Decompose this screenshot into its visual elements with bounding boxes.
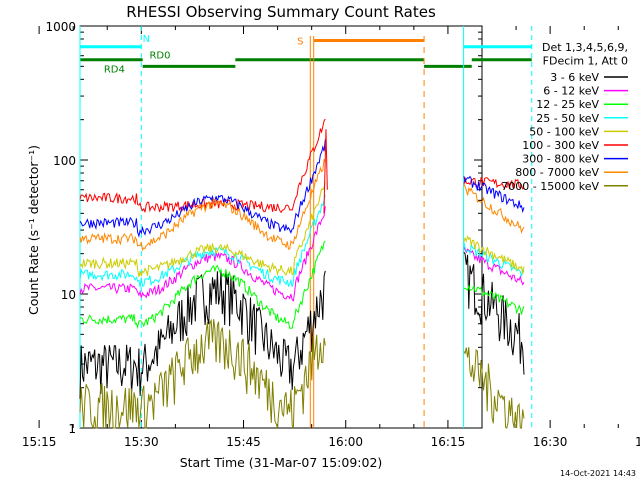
series-line [79,251,525,399]
y-tick-label: 10 [61,288,76,302]
x-tick-label: 16:00 [328,435,363,449]
series-line [79,139,525,238]
y-tick-label: 1000 [45,20,76,34]
series-line [79,158,525,252]
legend-entry-label: 7000 - 15000 keV [501,180,599,193]
y-axis-label: Count Rate (s⁻¹ detector⁻¹) [26,145,41,315]
series-line [79,318,525,430]
legend-entry-label: 6 - 12 keV [543,85,599,98]
plot-area: 1 10 100 1000 15:15 15:30 15:45 16:00 16:15 16:30… [22,20,640,449]
x-tick-label: 15:15 [22,435,57,449]
legend-entry-label: 300 - 800 keV [522,153,599,166]
series-line [79,206,525,302]
footer-timestamp: 14-Oct-2021 14:43 [560,469,636,478]
legend-entry-label: 12 - 25 keV [536,98,599,111]
flare-spike [323,129,328,214]
rd4-label: RD4 [104,64,125,75]
series-line [79,240,525,330]
rd0-label: RD0 [149,51,170,62]
x-tick-label: 16:15 [431,435,466,449]
legend-entry-label: 50 - 100 keV [529,125,599,138]
x-tick-label: 15:45 [226,435,261,449]
legend-entry-label: 25 - 50 keV [536,112,599,125]
legend-header-line: Det 1,3,4,5,6,9, [542,41,628,54]
series-line [79,181,525,278]
saa-label: S [297,36,303,47]
x-tick-label: 16:30 [533,435,568,449]
y-tick-label: 1 [68,422,76,436]
x-tick-label: 15:30 [124,435,159,449]
legend-header-line: FDecim 1, Att 0 [543,55,628,68]
x-tick-label: 16:45 [635,435,640,449]
y-tick-label: 100 [53,154,76,168]
legend-entry-label: 3 - 6 keV [550,71,599,84]
x-axis-label: Start Time (31-Mar-07 15:09:02) [180,455,383,470]
legend-entry-label: 800 - 7000 keV [515,166,599,179]
night-label: N [143,34,150,45]
chart-title: RHESSI Observing Summary Count Rates [126,3,436,21]
legend-entry-label: 100 - 300 keV [522,139,599,152]
